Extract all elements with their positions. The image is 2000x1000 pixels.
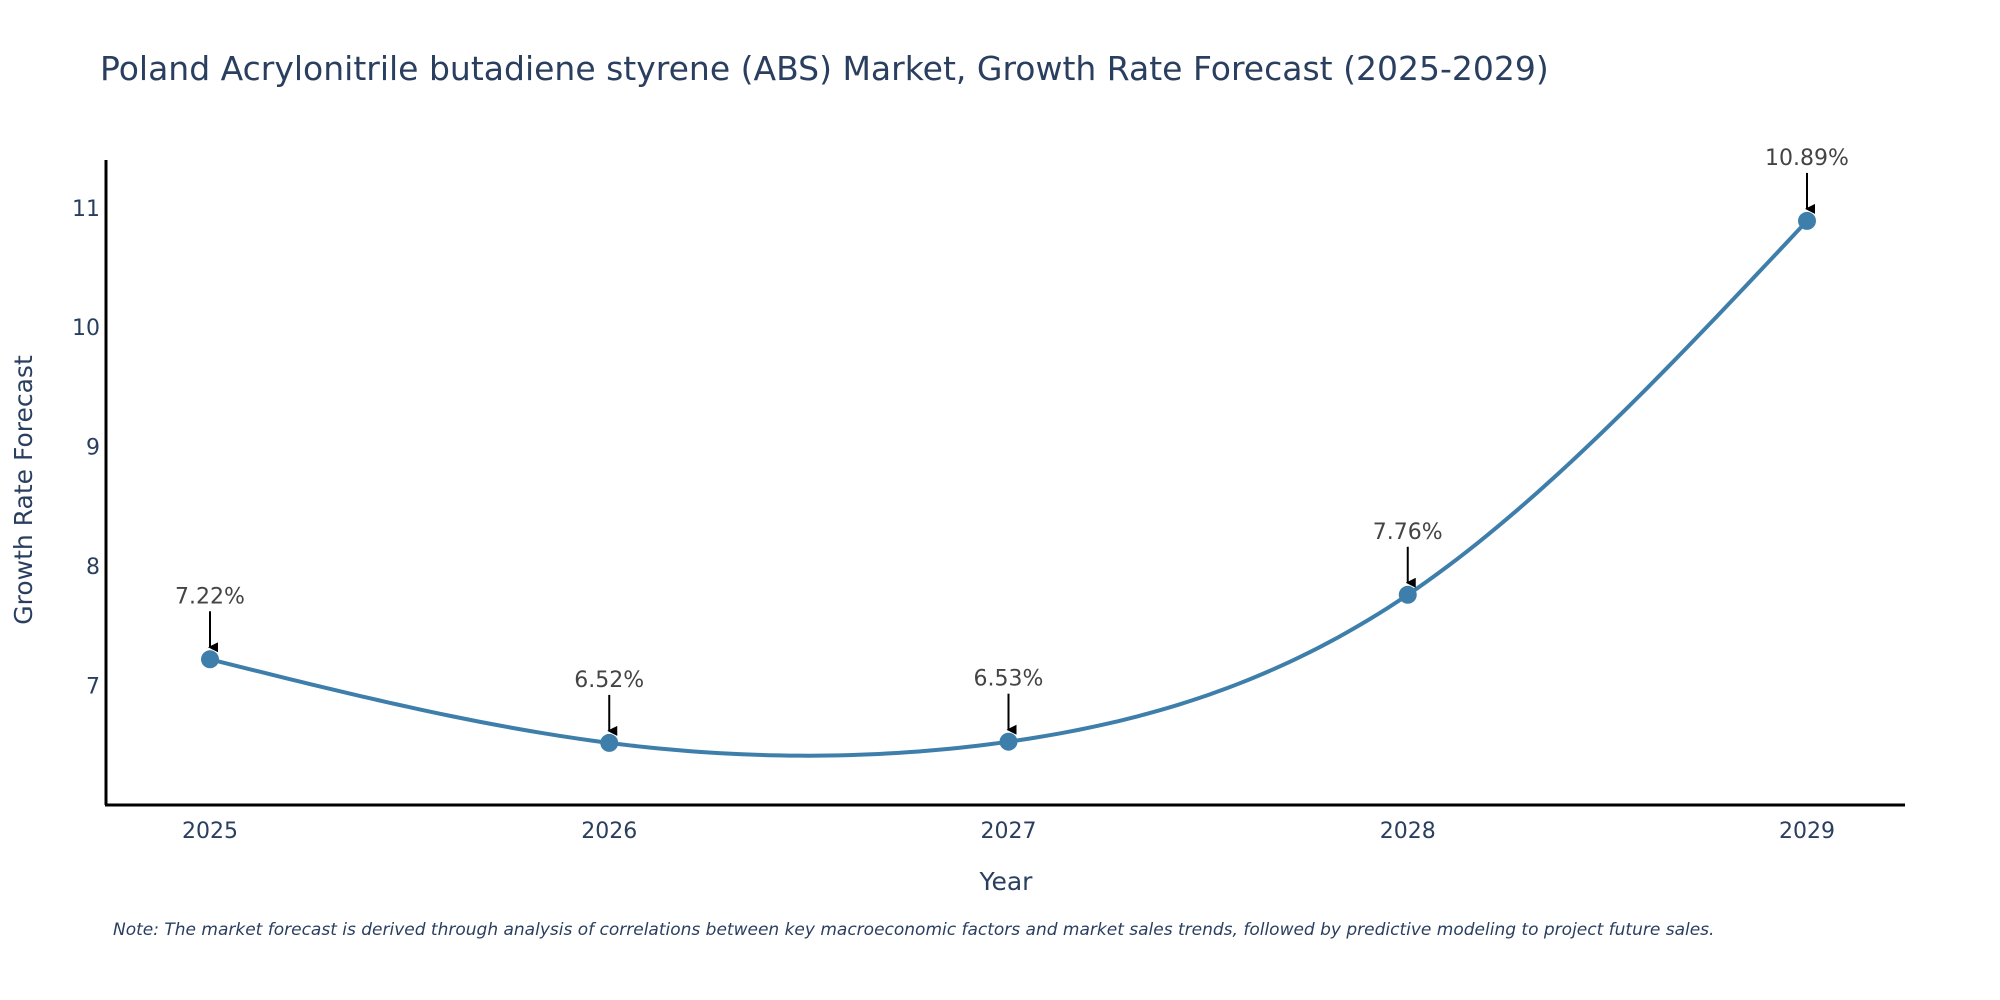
y-axis-label: Growth Rate Forecast [9,355,38,625]
y-axis-ticks: 7 8 9 10 11 [72,197,100,700]
x-tick-label: 2026 [581,819,637,844]
y-tick-label: 11 [72,197,100,222]
data-annotations: 7.22% 6.52% 6.53% 7.76% 10.89% [175,146,1849,736]
data-label-2029: 10.89% [1765,146,1849,171]
data-label-2025: 7.22% [175,584,245,609]
data-point-2027 [999,732,1018,751]
data-point-2025 [201,650,219,669]
chart-title: Poland Acrylonitrile butadiene styrene (… [100,49,1549,88]
x-tick-label: 2025 [182,819,238,844]
data-point-2029 [1798,211,1816,230]
data-points [201,211,1816,752]
x-axis-ticks: 2025 2026 2027 2028 2029 [182,819,1835,844]
y-tick-label: 7 [86,675,100,700]
data-label-2028: 7.76% [1373,520,1443,545]
data-point-2028 [1398,585,1417,604]
x-tick-label: 2027 [981,819,1037,844]
y-tick-label: 9 [86,436,100,461]
data-label-2026: 6.52% [574,668,644,693]
x-axis-label: Year [979,867,1034,896]
y-tick-label: 8 [86,555,100,580]
data-point-2026 [600,733,619,752]
x-tick-label: 2029 [1779,819,1835,844]
forecast-note: Note: The market forecast is derived thr… [113,920,1715,940]
y-tick-label: 10 [72,316,100,341]
data-label-2027: 6.53% [974,667,1044,692]
x-tick-label: 2028 [1380,819,1436,844]
